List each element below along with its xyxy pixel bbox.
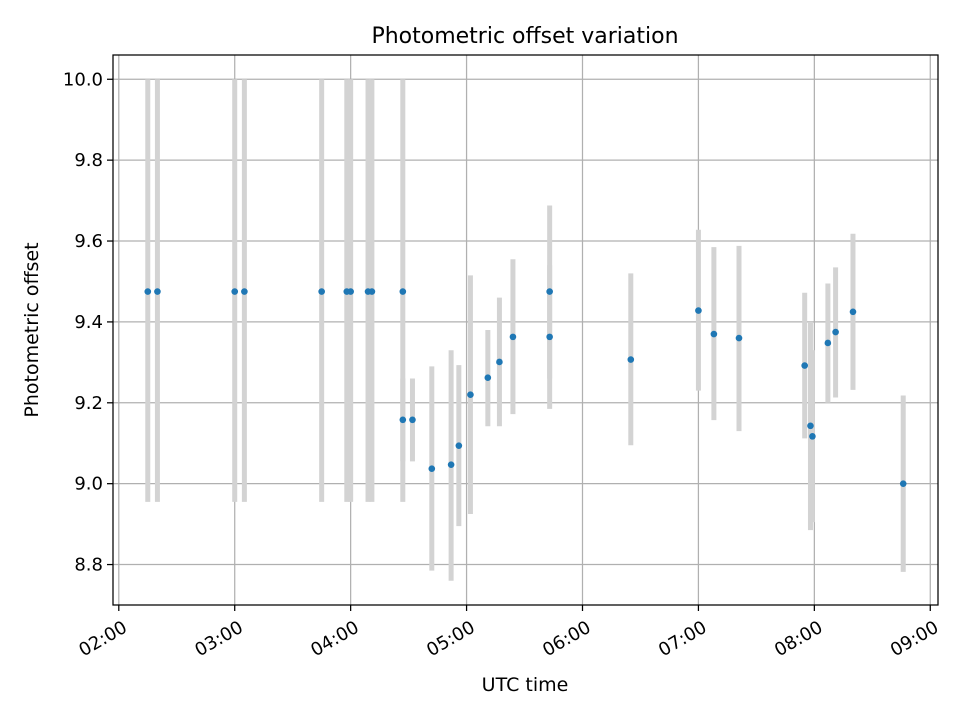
data-point [710,330,718,338]
data-point [546,288,553,295]
y-axis: 8.8 9.0 9.2 9.4 9.6 9.8 10.0 [63,69,113,576]
data-point [735,334,743,342]
plot-frame [112,54,939,606]
data-point [154,288,161,295]
data-point [484,374,492,382]
data-point [824,339,832,347]
data-point [807,422,814,430]
data-point [318,288,325,295]
data-point [899,480,907,487]
data-point [509,333,517,341]
data-point [695,307,702,314]
data-point [455,442,463,449]
data-point [801,362,808,369]
data-point [627,356,635,363]
y-tick-label: 9.2 [74,393,103,414]
y-axis-label: Photometric offset [21,242,43,417]
data-point [399,288,407,295]
chart-title: Photometric offset variation [371,24,678,49]
data-point [832,328,839,336]
data-point [144,288,152,295]
data-point [409,416,416,424]
data-point [428,465,436,473]
y-tick-label: 9.8 [74,150,103,171]
data-point [809,433,816,440]
y-tick-label: 10.0 [63,69,103,90]
x-axis-label: UTC time [482,674,569,696]
y-tick-label: 8.8 [74,555,103,576]
data-point [496,358,503,366]
data-point [347,288,354,295]
data-point [546,333,553,341]
data-point [399,416,407,424]
data-point [241,288,248,295]
data-point [368,288,376,295]
data-point [849,308,857,316]
data-point [231,288,239,295]
data-point [467,391,474,399]
data-markers [144,288,907,487]
data-point [447,461,455,468]
y-tick-label: 9.4 [74,312,103,333]
y-tick-label: 9.0 [74,474,103,495]
y-tick-label: 9.6 [74,231,103,252]
